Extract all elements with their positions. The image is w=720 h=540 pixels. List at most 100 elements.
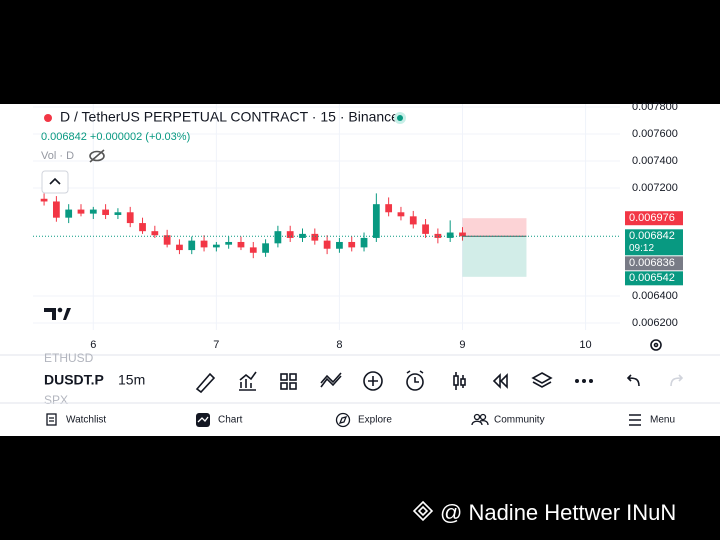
candle-body (65, 209, 73, 218)
candle-body (237, 241, 245, 248)
price-label: 0.006542 (629, 272, 675, 284)
price-label-box (625, 211, 683, 226)
status-dot-inner (397, 115, 403, 121)
menu-icon[interactable] (629, 414, 641, 426)
candle-body (360, 237, 368, 248)
candle-body (89, 209, 97, 214)
nav-community[interactable]: Community (494, 415, 545, 426)
candle-body (151, 231, 159, 236)
candle-body (126, 212, 134, 224)
undo-icon[interactable] (626, 374, 640, 387)
candle-body (40, 198, 48, 202)
collapse-button[interactable] (41, 170, 69, 194)
candle-body (102, 209, 109, 215)
draw-icon[interactable] (195, 372, 216, 394)
community-icon[interactable] (471, 413, 489, 426)
compare-icon[interactable] (320, 372, 342, 388)
x-tick-label: 6 (90, 339, 96, 351)
candle-body (163, 235, 171, 245)
nav-menu[interactable]: Menu (650, 415, 675, 426)
stop-zone (462, 218, 527, 237)
candle-body (262, 243, 269, 253)
watermark-icon (412, 500, 434, 522)
x-tick-label: 10 (579, 339, 591, 351)
y-tick-label: 0.006200 (632, 317, 678, 329)
layout-icon[interactable] (280, 373, 297, 390)
replay-icon[interactable] (492, 373, 508, 389)
candle-body (114, 212, 122, 215)
chart-icon-line (197, 416, 209, 423)
candle-body (299, 233, 306, 238)
next-symbol[interactable]: SPX (44, 393, 68, 407)
candle-body (459, 232, 466, 237)
nav-chart[interactable]: Chart (218, 415, 243, 426)
countdown: 09:12 (629, 243, 654, 254)
nav-watchlist[interactable]: Watchlist (66, 415, 106, 426)
y-tick-label: 0.007200 (632, 182, 678, 194)
y-tick-label: 0.007600 (632, 128, 678, 140)
x-tick-label: 8 (336, 339, 342, 351)
top-band (0, 0, 720, 104)
candle-body (348, 241, 356, 248)
price-label: 0.006836 (629, 257, 675, 269)
settings-icon[interactable] (650, 339, 662, 351)
plot: 0.007800 0.007600 0.007400 0.007200 0.006400… (33, 101, 683, 351)
symbol[interactable]: DUSDT.P (44, 372, 104, 388)
chart-icon[interactable] (196, 413, 210, 427)
candle-body (139, 223, 146, 232)
candle-body (446, 232, 454, 238)
symbol-icon (44, 114, 52, 122)
candle-body (311, 233, 319, 241)
add-icon[interactable] (363, 371, 383, 391)
candle-body (385, 204, 393, 213)
watermark: @ Nadine Hettwer INuN (440, 500, 676, 525)
chart-title: D / TetherUS PERPETUAL CONTRACT · 15 · B… (60, 109, 399, 125)
candle-body (212, 244, 220, 248)
prev-symbol[interactable]: ETHUSD (44, 351, 94, 365)
watchlist-icon[interactable] (46, 413, 57, 426)
candle-body (225, 241, 233, 245)
candle-body (176, 244, 183, 251)
redo-icon[interactable] (670, 374, 684, 387)
candle-body (286, 231, 294, 238)
price-label-box (625, 229, 683, 256)
x-tick-label: 7 (213, 339, 219, 351)
candle-body (200, 240, 208, 248)
y-tick-label: 0.007400 (632, 155, 678, 167)
volume-label: Vol · D (41, 150, 74, 162)
candle-body (422, 224, 429, 234)
alert-icon[interactable] (406, 370, 424, 391)
more-icon[interactable] (575, 379, 593, 383)
explore-icon[interactable] (335, 412, 351, 428)
candle-body (188, 240, 196, 251)
price-label: 0.006842 (629, 230, 675, 242)
interval[interactable]: 15m (118, 372, 145, 388)
bottom-band (0, 436, 720, 540)
x-tick-label: 9 (459, 339, 465, 351)
app (0, 104, 720, 436)
indicators-icon[interactable] (239, 371, 257, 391)
candle-body (52, 201, 60, 218)
price-label-box (625, 256, 683, 271)
candle-body (249, 247, 257, 253)
nav-explore[interactable]: Explore (358, 415, 392, 426)
price-label-box (625, 271, 683, 286)
candle-body (274, 231, 282, 244)
candle-body (323, 240, 331, 249)
layers-icon[interactable] (531, 372, 553, 388)
y-tick-label: 0.006400 (632, 290, 678, 302)
candle-body (397, 212, 405, 217)
y-tick-label: 0.007800 (632, 101, 678, 113)
quote: 0.006842 +0.000002 (+0.03%) (41, 131, 190, 143)
chevron-up (49, 177, 61, 185)
tv-logo (44, 307, 71, 320)
eye-off-icon[interactable] (89, 149, 105, 163)
candles-icon[interactable] (453, 372, 466, 390)
target-zone (462, 236, 527, 277)
candle-body (409, 216, 417, 225)
price-label: 0.006976 (629, 212, 675, 224)
candle-body (434, 233, 442, 238)
candle-body (372, 204, 380, 238)
